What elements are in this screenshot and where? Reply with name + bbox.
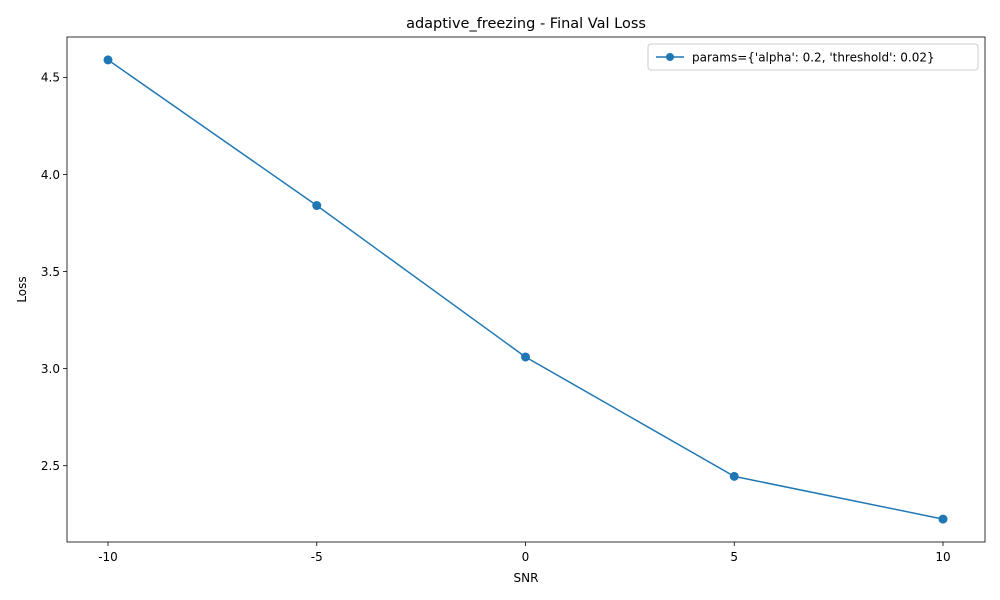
y-axis-label: Loss	[15, 276, 29, 302]
series-line	[107, 59, 944, 520]
plot-area: -10 -5 0 5 10 2.5 3.0 3.5 4.0 4.5	[41, 36, 986, 564]
y-tick-label: 4.0	[41, 168, 60, 182]
legend-box	[647, 43, 979, 71]
legend-marker	[666, 53, 674, 61]
data-point	[103, 55, 113, 65]
legend: params={'alpha': 0.2, 'threshold': 0.02}	[647, 43, 979, 71]
x-tick-label: 10	[935, 550, 950, 564]
x-axis-label: SNR	[514, 571, 539, 585]
y-tick-label: 3.5	[41, 265, 60, 279]
chart-title: adaptive_freezing - Final Val Loss	[406, 16, 646, 32]
data-point	[938, 514, 948, 524]
legend-label: params={'alpha': 0.2, 'threshold': 0.02}	[692, 50, 935, 64]
data-point	[521, 352, 530, 362]
data-point	[729, 471, 739, 481]
x-tick-label: -5	[311, 550, 323, 564]
y-tick-label: 4.5	[41, 71, 60, 85]
y-tick-label: 2.5	[41, 459, 60, 473]
y-tick-label: 3.0	[41, 362, 60, 376]
data-point	[312, 201, 322, 211]
x-tick-label: 5	[730, 550, 738, 564]
x-tick-label: 0	[522, 550, 530, 564]
plot-frame	[66, 36, 986, 543]
x-tick-label: -10	[98, 550, 118, 564]
